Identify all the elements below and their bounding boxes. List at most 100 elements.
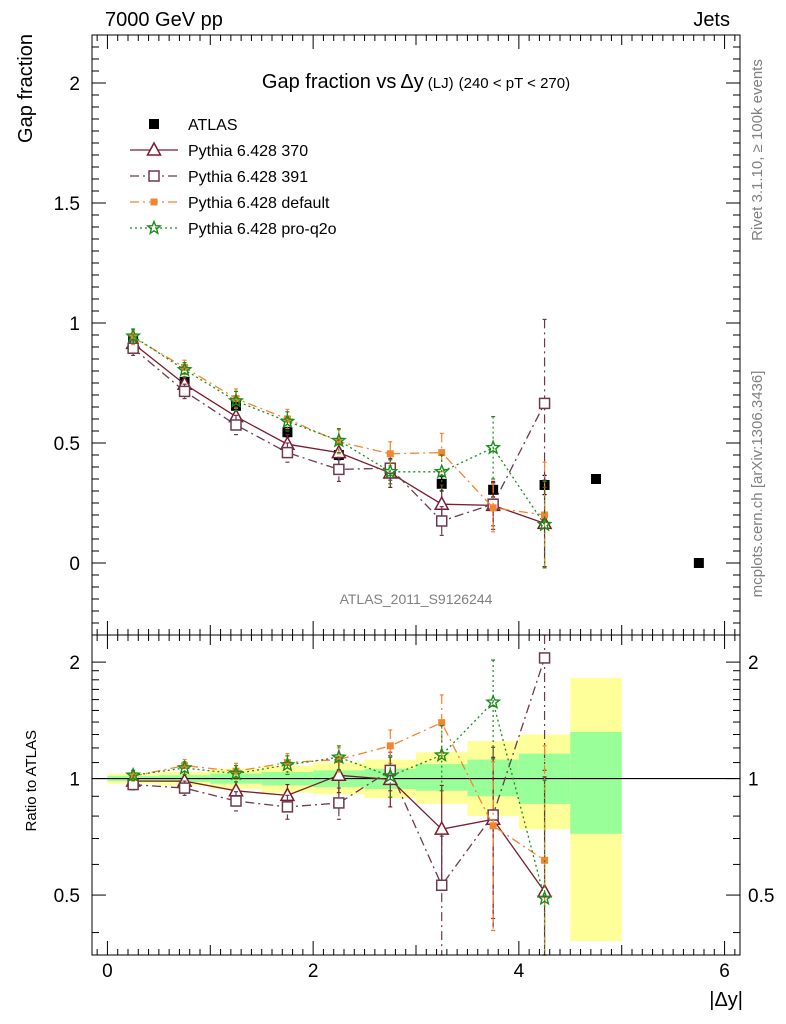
ratio-data-point xyxy=(386,742,394,750)
ratio-data-point xyxy=(330,748,347,765)
ratio-data-point xyxy=(435,879,448,892)
ratio-data-point xyxy=(178,782,191,794)
main-data-point xyxy=(541,511,549,519)
main-data-point xyxy=(382,463,399,479)
ratio-series-line-2 xyxy=(132,721,545,861)
ratio-data-point xyxy=(433,820,450,835)
legend-marker xyxy=(149,119,159,129)
ratio-data-point xyxy=(176,759,193,775)
main-data-point xyxy=(693,558,704,568)
main-series-3 xyxy=(129,329,549,569)
ratio-data-point xyxy=(227,765,245,781)
ratio-data-point xyxy=(489,822,497,830)
main-data-point xyxy=(485,439,502,455)
main-series-line-3 xyxy=(132,336,545,516)
legend-entry-3: Pythia 6.428 default xyxy=(130,195,330,212)
mcplots-label: mcplots.cern.ch [arXiv:1306.3436] xyxy=(749,371,766,598)
ratio-data-point xyxy=(333,797,345,809)
ratio-data-point xyxy=(181,762,189,770)
legend-marker xyxy=(150,198,158,206)
process-label: Jets xyxy=(693,9,730,31)
title-suffix: (LJ) xyxy=(428,75,454,92)
main-data-point xyxy=(433,463,450,479)
main-data-point xyxy=(279,412,296,429)
legend-entry-4: Pythia 6.428 pro-q2o xyxy=(130,219,337,238)
ratio-data-point xyxy=(331,766,347,782)
legend-label: Pythia 6.428 default xyxy=(188,195,330,212)
main-data-point xyxy=(489,504,497,512)
main-data-point xyxy=(176,361,193,377)
main-y-tick-label: 1 xyxy=(69,314,80,335)
main-series-2 xyxy=(127,318,551,537)
ratio-data-point xyxy=(538,652,551,664)
main-data-point xyxy=(281,446,294,459)
legend-marker xyxy=(148,170,160,182)
main-data-point xyxy=(435,515,448,527)
rivet-label: Rivet 3.1.10, ≥ 100k events xyxy=(749,59,766,241)
x-tick-label: 0 xyxy=(102,961,113,982)
main-data-point xyxy=(227,392,245,408)
main-y-axis-label: Gap fraction xyxy=(15,34,37,143)
main-data-point xyxy=(178,385,191,398)
ratio-data-point xyxy=(125,766,142,783)
legend-label: Pythia 6.428 370 xyxy=(188,143,308,160)
x-tick-label: 4 xyxy=(514,961,525,982)
main-series-4 xyxy=(125,327,553,569)
ratio-data-point xyxy=(230,795,242,807)
main-data-point xyxy=(282,427,293,438)
axes-layer: 0 2 4 6 0 0.5 1 1.5 2 0.5 0.5 1 1 2 2 xyxy=(54,34,774,982)
main-y-tick-label: 0.5 xyxy=(54,434,80,455)
main-data-point xyxy=(283,415,291,423)
legend-entry-0: ATLAS xyxy=(149,117,238,134)
ratio-green-band-9 xyxy=(570,731,622,834)
main-data-point xyxy=(438,449,446,457)
energy-label: 7000 GeV pp xyxy=(105,9,223,31)
ratio-series-3 xyxy=(125,659,553,956)
legend-label: Pythia 6.428 391 xyxy=(188,169,308,186)
ratio-data-point xyxy=(485,693,502,710)
title-main: Gap fraction vs xyxy=(262,71,397,93)
legend-label: Pythia 6.428 pro-q2o xyxy=(188,221,337,238)
main-data-point xyxy=(591,474,601,484)
main-data-point xyxy=(330,432,347,448)
x-tick-label: 6 xyxy=(719,961,730,982)
ratio-data-point xyxy=(536,890,553,906)
ratio-y-tick-label-left: 1 xyxy=(69,770,80,791)
ratio-data-point xyxy=(281,801,294,813)
plot-layer xyxy=(92,318,740,956)
main-y-tick-label: 0 xyxy=(69,554,80,575)
ratio-data-point xyxy=(279,756,296,772)
ratio-data-point xyxy=(433,746,450,763)
main-title: Gap fraction vs Δy (LJ) (240 < pT < 270) xyxy=(262,71,570,93)
ratio-data-point xyxy=(382,767,399,783)
main-data-point xyxy=(386,450,394,458)
main-data-point xyxy=(231,400,241,411)
title-delta: Δy xyxy=(400,71,423,93)
main-data-point xyxy=(538,397,551,410)
main-data-point xyxy=(125,327,142,344)
title-range: (240 < pT < 270) xyxy=(459,75,570,92)
ratio-y-tick-label-left: 2 xyxy=(69,653,80,674)
main-data-point xyxy=(232,395,240,403)
ratio-y-tick-label-right: 1 xyxy=(748,770,759,791)
ratio-y-tick-label-left: 0.5 xyxy=(54,886,80,907)
main-data-point xyxy=(129,333,137,341)
main-series-0 xyxy=(128,335,704,568)
ratio-y-tick-label-right: 0.5 xyxy=(748,886,774,907)
ratio-data-point xyxy=(438,719,446,727)
main-data-point xyxy=(536,516,553,532)
legend-marker xyxy=(145,219,163,235)
main-data-point xyxy=(181,363,189,371)
main-y-tick-label: 1.5 xyxy=(54,194,80,215)
x-axis-label: |Δy| xyxy=(709,989,743,1011)
legend-marker xyxy=(146,141,162,156)
main-data-point xyxy=(333,463,345,476)
legend-entry-2: Pythia 6.428 391 xyxy=(130,169,308,186)
main-data-point xyxy=(436,478,447,489)
ratio-y-tick-label-right: 2 xyxy=(748,653,759,674)
main-data-point xyxy=(230,419,242,431)
analysis-label: ATLAS_2011_S9126244 xyxy=(340,591,493,607)
legend: ATLAS Pythia 6.428 370 Pythia 6.428 391 Pyt… xyxy=(130,117,337,238)
ratio-y-axis-label: Ratio to ATLAS xyxy=(23,730,40,831)
